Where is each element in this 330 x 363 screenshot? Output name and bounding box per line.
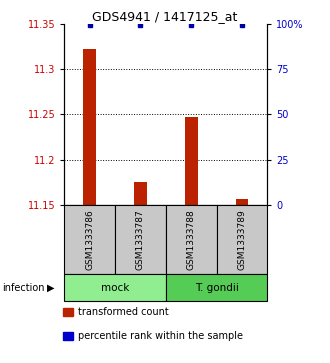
Text: GSM1333787: GSM1333787 [136,209,145,270]
Bar [83,49,96,205]
Text: mock: mock [101,283,129,293]
Text: percentile rank within the sample: percentile rank within the sample [78,331,243,341]
Bar [134,182,147,205]
Text: GDS4941 / 1417125_at: GDS4941 / 1417125_at [92,10,238,23]
Text: T. gondii: T. gondii [195,283,239,293]
Text: GSM1333788: GSM1333788 [187,209,196,270]
Text: GSM1333789: GSM1333789 [237,209,247,270]
Text: infection: infection [2,283,44,293]
Bar [236,199,248,205]
Text: GSM1333786: GSM1333786 [85,209,94,270]
Text: transformed count: transformed count [78,307,169,317]
Text: ▶: ▶ [48,283,55,293]
Bar [185,117,198,205]
